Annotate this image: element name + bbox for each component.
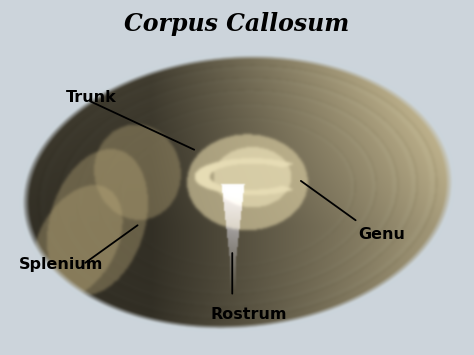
Text: Rostrum: Rostrum bbox=[211, 307, 287, 322]
Text: Genu: Genu bbox=[358, 227, 405, 242]
Text: Corpus Callosum: Corpus Callosum bbox=[124, 12, 350, 37]
Text: Trunk: Trunk bbox=[66, 90, 117, 105]
Text: Splenium: Splenium bbox=[19, 257, 103, 272]
